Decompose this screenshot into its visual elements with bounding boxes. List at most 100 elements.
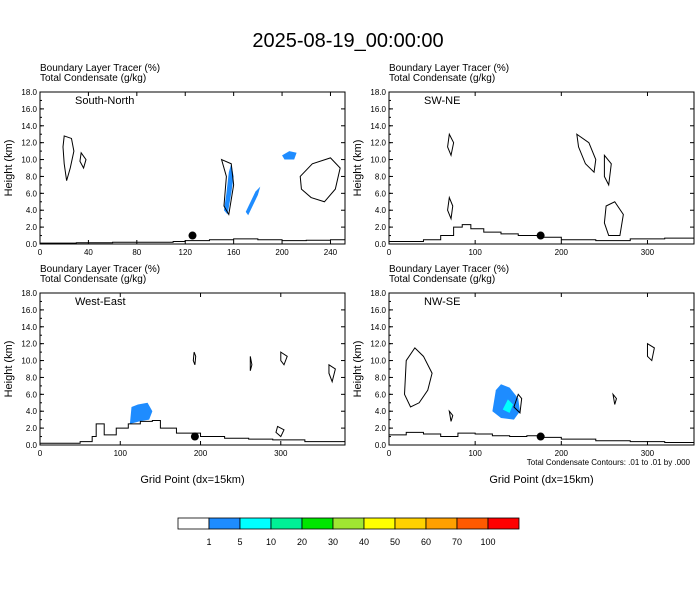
x-tick-label: 300 [641,449,655,458]
condensate-contour [79,151,87,170]
y-axis-title: Height (km) [352,341,364,398]
y-tick-label: 6.0 [26,189,38,198]
tracer-shading [245,186,261,216]
panel-sw-ne: Boundary Layer Tracer (%)Total Condensat… [352,63,695,257]
x-tick-label: 200 [194,449,208,458]
colorbar-label: 30 [328,537,338,547]
colorbar: 1 5 10 20 30 40 50 60 70 100 [177,517,520,547]
x-tick-label: 0 [38,248,43,257]
y-tick-label: 14.0 [370,323,386,332]
y-tick-label: 8.0 [375,373,387,382]
condensate-contour [576,133,597,174]
tracer-shading [492,384,520,420]
panel-header-line1: Boundary Layer Tracer (%) [40,63,160,74]
condensate-contour [447,132,455,158]
y-tick-label: 14.0 [21,323,37,332]
y-tick-label: 18.0 [21,289,37,298]
condensate-contour [280,351,288,366]
panel-name: South-North [75,95,134,107]
y-tick-label: 0.0 [375,441,387,450]
y-tick-label: 0.0 [375,240,387,249]
colorbar-swatch [177,517,210,530]
y-tick-label: 12.0 [21,340,37,349]
condensate-contour [603,201,624,237]
location-marker [536,432,545,441]
x-tick-label: 40 [84,248,93,257]
y-tick-label: 2.0 [26,223,38,232]
y-tick-label: 8.0 [26,373,38,382]
colorbar-swatch [301,517,334,530]
condensate-contour [299,157,341,203]
x-axis-title: Grid Point (dx=15km) [140,474,244,486]
panel-header-line1: Boundary Layer Tracer (%) [389,63,509,74]
colorbar-label: 60 [421,537,431,547]
x-tick-label: 200 [555,449,569,458]
y-tick-label: 6.0 [375,189,387,198]
location-marker [190,432,199,441]
colorbar-label: 10 [266,537,276,547]
x-tick-label: 300 [274,449,288,458]
plot-frame [388,91,695,245]
panel-header-line1: Boundary Layer Tracer (%) [389,264,509,275]
y-tick-label: 0.0 [26,240,38,249]
y-tick-label: 18.0 [21,88,37,97]
y-tick-label: 16.0 [21,306,37,315]
y-tick-label: 18.0 [370,289,386,298]
panel-header-line2: Total Condensate (g/kg) [40,73,146,84]
y-tick-label: 6.0 [375,390,387,399]
y-tick-label: 0.0 [26,441,38,450]
plot-frame [39,91,346,245]
colorbar-label: 70 [452,537,462,547]
y-axis-title: Height (km) [3,140,15,197]
panel-header-line2: Total Condensate (g/kg) [389,274,495,285]
terrain-line [389,224,694,242]
colorbar-swatch [270,517,303,530]
y-tick-label: 10.0 [21,357,37,366]
y-tick-label: 12.0 [370,139,386,148]
x-tick-label: 80 [132,248,141,257]
y-tick-label: 4.0 [375,407,387,416]
condensate-contour [249,356,253,371]
y-tick-label: 14.0 [21,122,37,131]
terrain-line [40,238,345,244]
condensate-contour [447,195,454,221]
colorbar-label: 40 [359,537,369,547]
plot-frame [39,292,346,446]
tracer-shading [502,399,514,413]
panel-header-line2: Total Condensate (g/kg) [40,274,146,285]
y-tick-label: 2.0 [375,223,387,232]
y-tick-label: 8.0 [375,172,387,181]
y-tick-label: 2.0 [26,424,38,433]
y-axis-title: Height (km) [352,140,364,197]
terrain-line [40,420,345,444]
x-tick-label: 0 [387,248,392,257]
y-tick-label: 18.0 [370,88,386,97]
x-tick-label: 100 [114,449,128,458]
colorbar-swatch [394,517,427,530]
panel-header-line2: Total Condensate (g/kg) [389,73,495,84]
y-tick-label: 16.0 [21,105,37,114]
panel-name: SW-NE [424,95,460,107]
colorbar-swatch [363,517,396,530]
condensate-contour [275,425,285,438]
colorbar-label: 20 [297,537,307,547]
colorbar-label: 50 [390,537,400,547]
colorbar-swatch [332,517,365,530]
y-tick-label: 14.0 [370,122,386,131]
panel-south-north: Boundary Layer Tracer (%)Total Condensat… [3,63,346,257]
panel-west-east: Boundary Layer Tracer (%)Total Condensat… [3,264,346,486]
x-tick-label: 100 [468,449,482,458]
x-tick-label: 200 [555,248,569,257]
x-tick-label: 120 [179,248,193,257]
colorbar-swatch [239,517,272,530]
condensate-contour [192,351,197,365]
y-tick-label: 4.0 [26,407,38,416]
panel-name: NW-SE [424,296,460,308]
x-axis-title: Grid Point (dx=15km) [489,474,593,486]
location-marker [188,231,197,240]
y-tick-label: 6.0 [26,390,38,399]
x-tick-label: 300 [641,248,655,257]
x-tick-label: 0 [38,449,43,458]
terrain-line [389,431,694,443]
panel-name: West-East [75,296,126,308]
